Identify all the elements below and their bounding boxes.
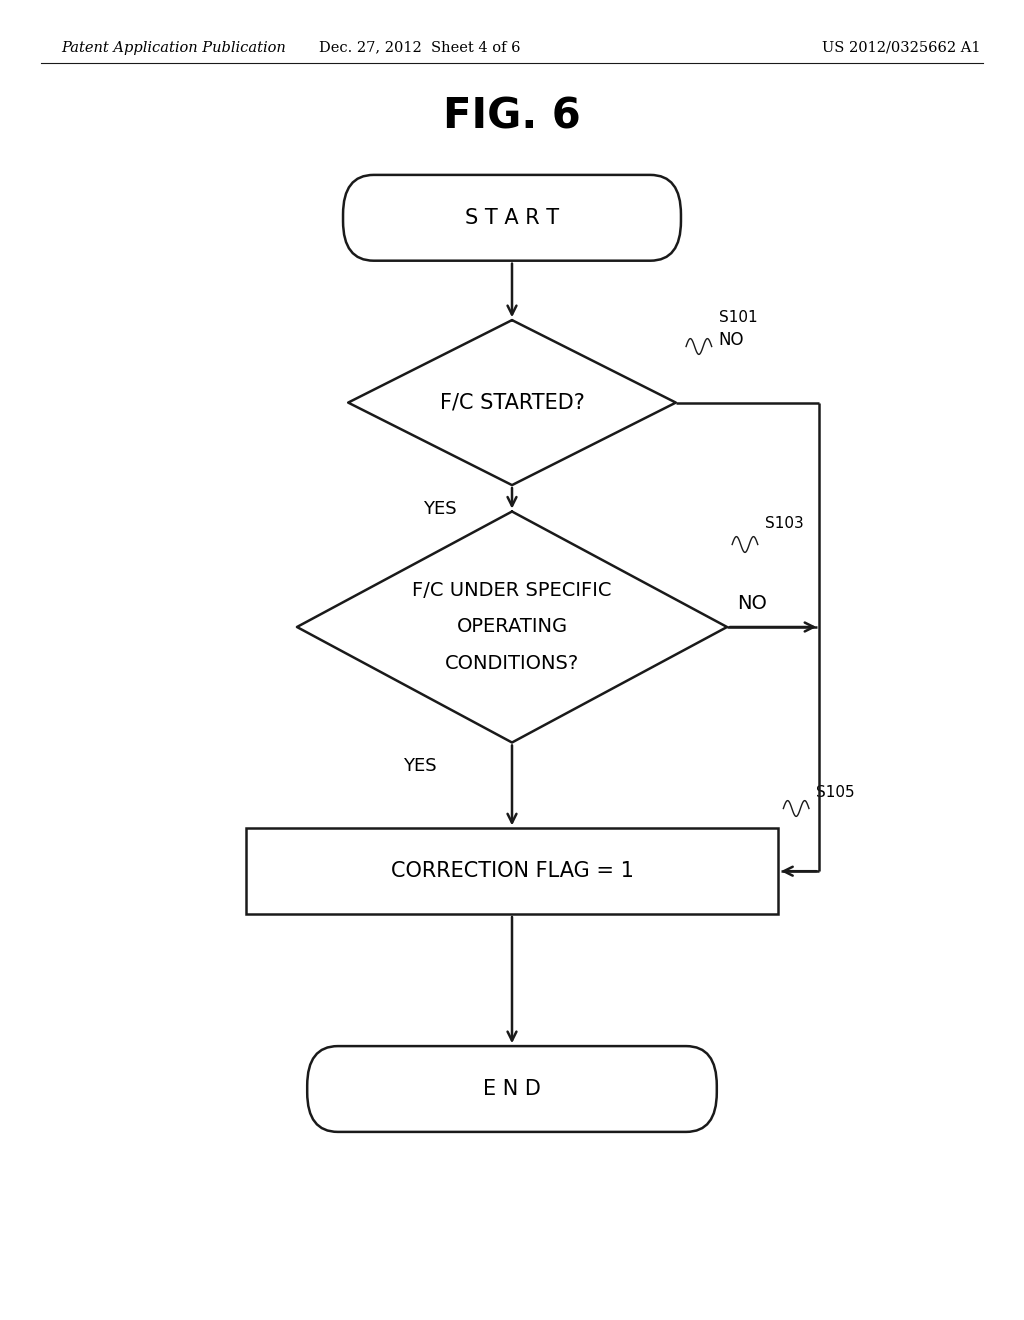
Text: CORRECTION FLAG = 1: CORRECTION FLAG = 1 xyxy=(390,861,634,882)
Text: S T A R T: S T A R T xyxy=(465,207,559,228)
Text: NO: NO xyxy=(719,331,744,348)
Bar xyxy=(246,829,778,913)
Text: OPERATING: OPERATING xyxy=(457,618,567,636)
Text: S105: S105 xyxy=(816,785,855,800)
Text: US 2012/0325662 A1: US 2012/0325662 A1 xyxy=(822,41,980,54)
Text: Dec. 27, 2012  Sheet 4 of 6: Dec. 27, 2012 Sheet 4 of 6 xyxy=(319,41,520,54)
Text: F/C UNDER SPECIFIC: F/C UNDER SPECIFIC xyxy=(413,581,611,599)
Text: YES: YES xyxy=(424,500,457,517)
Text: FIG. 6: FIG. 6 xyxy=(443,95,581,137)
Text: F/C STARTED?: F/C STARTED? xyxy=(439,392,585,413)
FancyBboxPatch shape xyxy=(343,176,681,261)
Text: S101: S101 xyxy=(719,310,758,325)
FancyBboxPatch shape xyxy=(307,1045,717,1133)
Text: E N D: E N D xyxy=(483,1078,541,1100)
Text: NO: NO xyxy=(737,594,767,612)
Text: YES: YES xyxy=(403,758,436,775)
Text: Patent Application Publication: Patent Application Publication xyxy=(61,41,286,54)
Text: S103: S103 xyxy=(765,516,804,531)
Text: CONDITIONS?: CONDITIONS? xyxy=(444,655,580,673)
